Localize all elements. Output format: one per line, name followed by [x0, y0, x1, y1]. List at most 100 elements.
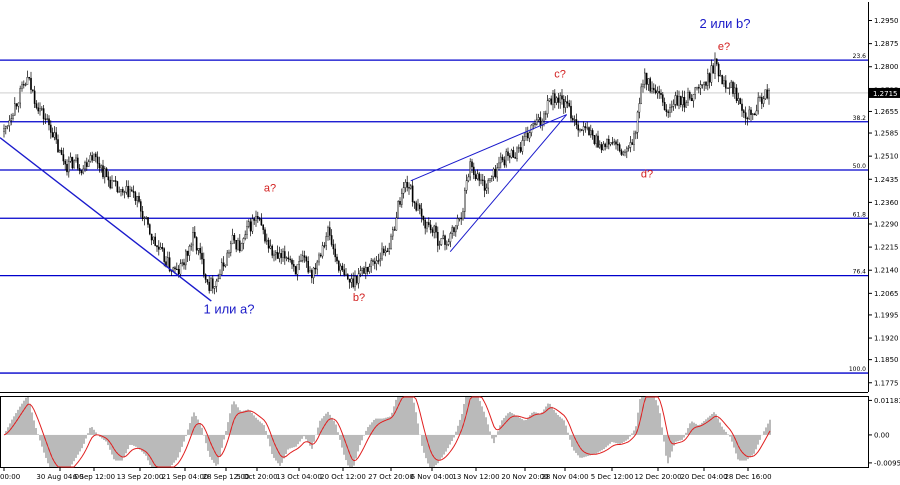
x-tick-label: 28 Dec 16:00 [724, 473, 771, 481]
candle-body [620, 150, 623, 155]
candle-body [33, 90, 36, 104]
candle-body [220, 262, 223, 275]
candle-body [175, 268, 178, 271]
candle-body [202, 258, 205, 275]
candle-body [44, 118, 47, 120]
candle-body [284, 251, 286, 259]
candle-body [251, 218, 254, 232]
candle-body [552, 93, 554, 105]
candle-body [420, 208, 423, 217]
candle-body [410, 185, 412, 189]
candle-body [309, 270, 311, 273]
candle-body [303, 255, 306, 258]
candle-body [635, 132, 637, 135]
candle-body [451, 227, 454, 234]
candle-body [710, 65, 713, 83]
candle-body [667, 111, 669, 113]
candle-body [629, 142, 632, 148]
candle-body [30, 77, 32, 90]
candle-body [28, 77, 31, 79]
candle-body [561, 95, 563, 100]
candle-body [76, 157, 79, 169]
wave-label: e? [718, 41, 730, 53]
y-tick-label: 1.2360 [874, 199, 899, 207]
y-tick-label: 1.2290 [874, 220, 899, 228]
candle-body [545, 113, 547, 115]
candle-body [595, 135, 597, 144]
candle-body [217, 278, 220, 282]
candle-body [334, 248, 337, 258]
candle-body [19, 88, 22, 104]
y-tick-label: 1.2435 [874, 176, 899, 184]
candle-body [138, 195, 140, 202]
candle-body [424, 219, 427, 229]
candle-body [600, 144, 603, 151]
candle-body [539, 117, 542, 126]
candle-body [21, 84, 23, 89]
candle-body [129, 189, 131, 197]
candle-body [599, 144, 601, 148]
candle-body [208, 281, 211, 291]
candle-body [536, 119, 538, 125]
candle-body [323, 245, 326, 247]
candle-body [60, 150, 63, 155]
candle-body [139, 201, 142, 212]
candle-body [42, 108, 45, 120]
candle-body [383, 248, 385, 254]
candle-body [527, 132, 529, 139]
candle-body [406, 181, 409, 188]
candle-body [136, 195, 139, 201]
candle-body [570, 105, 572, 119]
candle-body [15, 103, 18, 107]
candle-body [519, 147, 522, 152]
candle-body [327, 227, 329, 237]
candle-body [201, 252, 203, 260]
candle-body [559, 95, 561, 103]
candle-body [768, 90, 770, 99]
candle-body [516, 147, 518, 159]
candle-body [46, 118, 48, 120]
candle-body [269, 245, 272, 249]
candle-body [64, 160, 66, 165]
y-tick-label: 1.2875 [874, 40, 899, 48]
candle-body [510, 150, 513, 158]
candle-body [163, 248, 166, 262]
candle-body [476, 173, 479, 180]
wave-label: b? [353, 292, 365, 304]
candle-body [192, 232, 194, 246]
candle-body [197, 248, 200, 251]
oscillator-panel: 0.01183 0.00 -0.00959 [0, 396, 900, 468]
candle-body [642, 83, 644, 88]
candle-body [150, 233, 153, 241]
y-tick-label: 1.2065 [874, 290, 899, 298]
candle-body [717, 63, 720, 77]
candle-body [525, 132, 527, 137]
candle-body [23, 84, 25, 86]
candle-body [98, 163, 101, 169]
candle-body [573, 119, 576, 121]
candle-body [177, 269, 180, 275]
candle-body [737, 98, 740, 101]
candle-body [59, 150, 61, 153]
candle-body [93, 153, 95, 161]
candle-body [581, 129, 583, 131]
candle-body [179, 263, 182, 275]
candle-body [674, 95, 677, 105]
y-tick-label: 1.2215 [874, 244, 899, 252]
candle-body [428, 222, 430, 226]
candle-body [293, 264, 295, 267]
candle-body [275, 252, 277, 255]
candle-body [229, 243, 232, 253]
candle-body [75, 157, 77, 161]
candle-body [582, 126, 585, 131]
candle-body [109, 179, 111, 189]
candle-body [51, 132, 54, 138]
candle-body [431, 229, 434, 233]
candle-body [375, 260, 378, 264]
candle-body [568, 103, 570, 107]
candle-body [235, 240, 238, 250]
candle-body [678, 96, 680, 106]
candle-body [744, 112, 747, 119]
wave-line-lower [449, 114, 568, 253]
fib-levels: 23.6 38.2 50.0 61.8 76.4 100.0 [0, 53, 868, 374]
